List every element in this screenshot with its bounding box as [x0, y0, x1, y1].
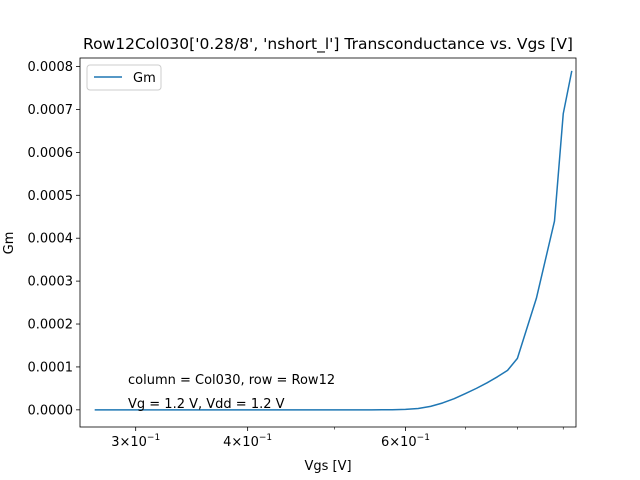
- x-tick-label: 6×10−1: [381, 433, 430, 450]
- legend-label-gm: Gm: [133, 71, 156, 86]
- y-axis-ticks: 0.0000 0.0001 0.0002 0.0003 0.0004 0.0005 0.00…: [28, 60, 80, 418]
- y-tick-label: 0.0004: [28, 232, 74, 247]
- x-tick-label: 3×10−1: [111, 433, 160, 450]
- y-axis-label: Gm: [2, 232, 17, 255]
- plot-frame: [79, 57, 577, 428]
- x-tick-label: 4×10−1: [223, 433, 272, 450]
- x-axis-label: Vgs [V]: [304, 459, 351, 474]
- y-tick-label: 0.0007: [28, 103, 74, 118]
- y-tick-label: 0.0005: [28, 189, 74, 204]
- legend-box: [86, 64, 162, 91]
- y-tick-label: 0.0002: [28, 318, 74, 333]
- annotation-column-row: column = Col030, row = Row12: [128, 373, 335, 388]
- x-axis-ticks: 3×10−1 4×10−1 6×10−1: [111, 427, 564, 450]
- y-tick-label: 0.0006: [28, 146, 74, 161]
- chart-title: Row12Col030['0.28/8', 'nshort_l'] Transc…: [83, 35, 573, 54]
- y-tick-label: 0.0008: [28, 60, 74, 75]
- annotation-voltages: Vg = 1.2 V, Vdd = 1.2 V: [128, 397, 285, 412]
- y-tick-label: 0.0000: [28, 403, 74, 418]
- y-tick-label: 0.0001: [28, 360, 74, 375]
- legend: Gm: [86, 64, 162, 91]
- series-line-gm: [94, 70, 573, 411]
- series-group: [94, 70, 573, 411]
- y-tick-label: 0.0003: [28, 275, 74, 290]
